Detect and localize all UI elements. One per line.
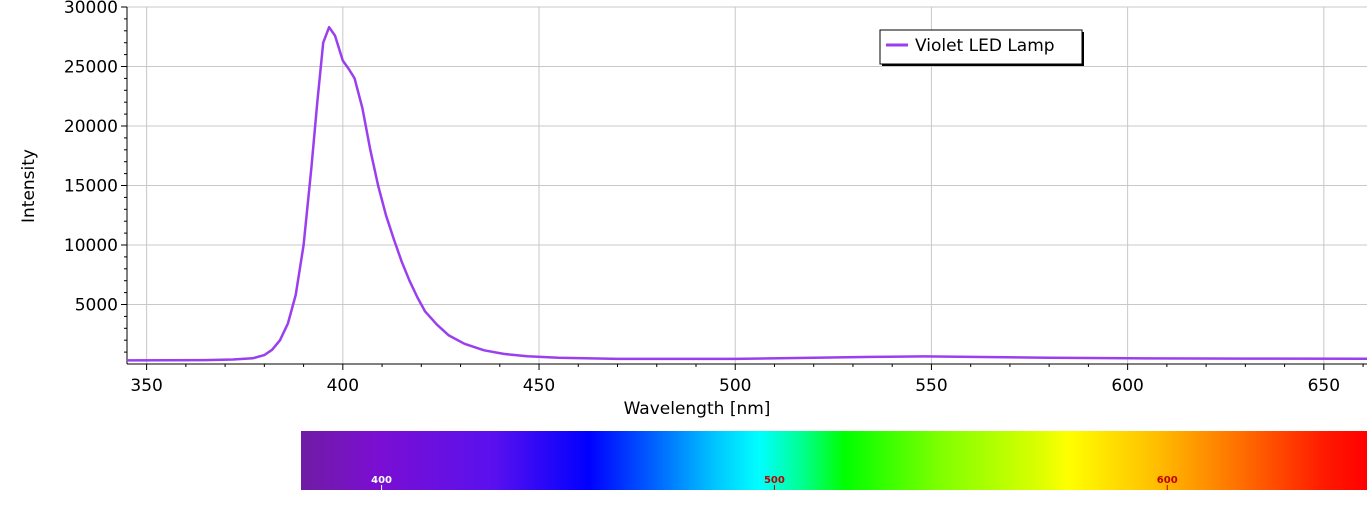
series-layer [126,25,1367,362]
y-tick-label: 25000 [64,58,118,78]
x-tick-label: 600 [1111,376,1143,396]
tick-labels: 350 400 450 500 550 600 650 5000 10000 15000 20000… [64,0,1340,396]
x-tick-label: 450 [523,376,555,396]
y-tick-label: 10000 [64,236,118,256]
spectrum-labels: 400 500 600 [371,475,1178,490]
spectrum-tick-label: 500 [764,475,785,486]
x-tick-label: 500 [719,376,751,396]
spectrum-color-bar: 400 500 600 [301,431,1367,490]
legend-box [879,29,1083,65]
x-tick-label: 350 [130,376,162,396]
spectrum-tick-label: 600 [1157,475,1178,486]
axes [121,6,1367,370]
y-tick-label: 30000 [64,0,118,18]
x-tick-label: 650 [1308,376,1340,396]
y-tick-label: 20000 [64,117,118,137]
y-tick-label: 15000 [64,177,118,197]
grid-lines [127,6,1367,364]
x-tick-label: 400 [327,376,359,396]
x-tick-label: 550 [915,376,947,396]
spectrum-tick-label: 400 [371,475,392,486]
spectrum-gradient [301,431,1367,490]
legend-label: Violet LED Lamp [915,36,1055,56]
series-line [126,25,1367,362]
legend: Violet LED Lamp [879,29,1084,66]
y-axis-title: Intensity [19,149,39,223]
y-tick-label: 5000 [75,296,118,316]
x-axis-title: Wavelength [nm] [624,399,771,419]
